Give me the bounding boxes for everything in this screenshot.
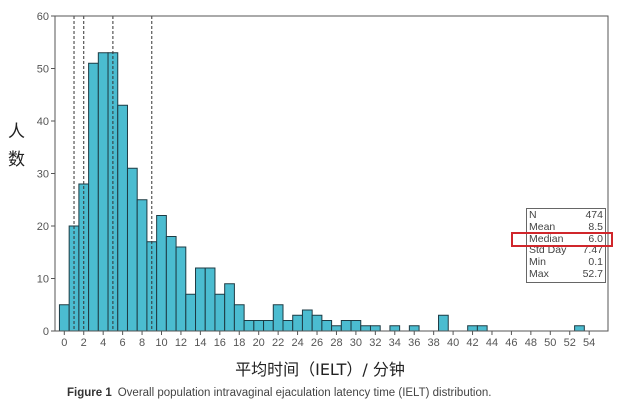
x-tick-label: 32 <box>369 337 381 349</box>
y-tick-label: 60 <box>37 11 49 23</box>
histogram-bar <box>224 283 235 332</box>
x-tick-label: 12 <box>175 337 187 349</box>
x-tick-label: 54 <box>583 337 595 349</box>
histogram-bar <box>476 325 488 332</box>
histogram-bar <box>195 267 206 332</box>
caption-text: Overall population intravaginal ejaculat… <box>117 387 492 399</box>
x-tick-label: 0 <box>61 337 67 349</box>
caption-label: Figure 1 <box>67 387 112 399</box>
x-tick-label: 44 <box>486 337 498 349</box>
histogram-bar <box>340 320 352 332</box>
histogram-bar <box>321 320 333 332</box>
x-tick-label: 22 <box>272 337 284 349</box>
histogram-bar <box>175 246 187 332</box>
stat-value: 6.0 <box>588 232 603 245</box>
y-axis-label: 人数 <box>8 122 25 170</box>
stat-label: Max <box>529 267 549 280</box>
stat-row: Median 6.0 <box>529 232 603 246</box>
histogram-bar <box>165 236 177 332</box>
histogram-bar <box>185 293 197 332</box>
y-tick-label: 10 <box>37 274 49 286</box>
x-axis: 0 2 4 6 8 10 12 14 16 18 20 22 24 26 28 30 32 34 36 38 40 42 4… <box>61 331 595 349</box>
stat-value: 8.5 <box>588 220 603 233</box>
stat-label: Median <box>529 232 564 245</box>
histogram-bar <box>331 325 342 332</box>
y-tick-label: 20 <box>37 221 49 233</box>
stat-row: Std Day 7.47 <box>529 245 603 257</box>
x-tick-label: 24 <box>291 337 303 349</box>
x-tick-label: 30 <box>350 337 362 349</box>
stat-row: Mean 8.5 <box>529 220 603 234</box>
x-tick-label: 6 <box>120 337 126 349</box>
histogram-bar <box>301 309 313 332</box>
x-tick-label: 16 <box>214 337 226 349</box>
histogram-bar <box>311 314 323 332</box>
y-axis: 0 10 20 30 40 50 60 <box>37 11 55 338</box>
x-tick-label: 18 <box>233 337 245 349</box>
histogram-bar <box>467 325 478 332</box>
histogram-bar <box>126 167 138 332</box>
histogram-bar <box>88 62 99 332</box>
stat-value: 7.47 <box>582 244 603 257</box>
x-tick-label: 26 <box>311 337 323 349</box>
x-tick-label: 46 <box>505 337 517 349</box>
histogram-bar <box>350 320 362 332</box>
histogram-bar <box>214 293 226 332</box>
histogram-bar <box>117 104 128 332</box>
histogram-bar <box>233 304 245 332</box>
x-tick-label: 36 <box>408 337 420 349</box>
x-tick-label: 48 <box>525 337 537 349</box>
y-tick-label: 0 <box>43 326 49 338</box>
x-tick-label: 14 <box>194 337 206 349</box>
x-tick-label: 2 <box>81 337 87 349</box>
stat-value: 0.1 <box>588 256 603 269</box>
histogram-bar <box>204 267 216 332</box>
histogram-bar <box>574 325 585 332</box>
x-tick-label: 38 <box>428 337 440 349</box>
y-tick-label: 30 <box>37 169 49 181</box>
histogram-bar <box>97 52 109 332</box>
figure-caption: Figure 1 Overall population intravaginal … <box>67 387 491 399</box>
x-tick-label: 4 <box>100 337 106 349</box>
histogram-bar <box>292 314 303 332</box>
histogram-bar <box>408 325 420 332</box>
stat-row: N 474 <box>529 209 603 222</box>
y-tick-label: 50 <box>37 64 49 76</box>
histogram-bar <box>360 325 371 332</box>
stat-value: 52.7 <box>582 267 603 280</box>
histogram-bar <box>263 320 274 332</box>
stat-row: Min 0.1 <box>529 256 603 269</box>
histogram-bar <box>369 325 381 332</box>
histogram-bar <box>58 304 70 332</box>
histogram-bar <box>282 320 294 332</box>
stat-row: Max 52.7 <box>529 267 603 281</box>
histogram-bar <box>156 215 167 332</box>
histogram-bar <box>136 199 148 332</box>
stat-value: 474 <box>585 209 603 221</box>
stat-label: Std Day <box>529 244 567 257</box>
y-tick-label: 40 <box>37 116 49 128</box>
reference-lines <box>73 16 153 331</box>
histogram-bar <box>272 304 284 332</box>
x-tick-label: 10 <box>155 337 167 349</box>
x-tick-label: 20 <box>253 337 265 349</box>
x-tick-label: 8 <box>139 337 145 349</box>
histogram-bar <box>253 320 265 332</box>
x-tick-label: 28 <box>330 337 342 349</box>
x-tick-label: 42 <box>466 337 478 349</box>
histogram-bar <box>389 325 401 332</box>
histogram-bar <box>438 314 449 332</box>
histogram-bar <box>243 320 255 332</box>
x-tick-label: 50 <box>544 337 556 349</box>
median-highlight-box <box>511 232 613 247</box>
bars <box>58 52 585 332</box>
x-tick-label: 40 <box>447 337 459 349</box>
x-tick-label: 52 <box>564 337 576 349</box>
stat-label: Mean <box>529 220 556 233</box>
x-tick-label: 34 <box>389 337 401 349</box>
stat-label: Min <box>529 256 546 269</box>
stat-label: N <box>529 209 537 221</box>
x-axis-label: 平均时间（IELT）/ 分钟 <box>235 360 405 379</box>
